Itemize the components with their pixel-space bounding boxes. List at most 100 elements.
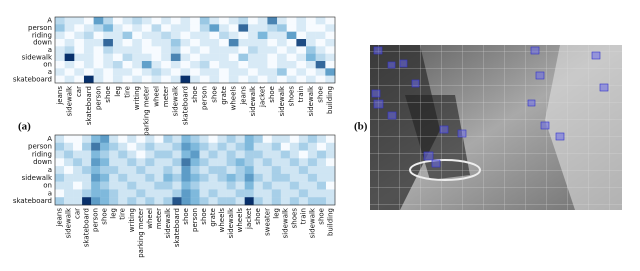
column-label: person xyxy=(94,86,102,110)
heatmap-cell xyxy=(55,150,65,159)
heatmap-cell xyxy=(298,166,309,175)
heatmap-cell xyxy=(306,53,316,62)
heatmap-cell xyxy=(132,75,143,84)
heatmap-cell xyxy=(136,181,146,190)
heatmap-cell xyxy=(289,189,300,198)
heatmap-cell xyxy=(100,158,110,167)
heatmap-cell xyxy=(325,31,336,40)
heatmap-cell xyxy=(235,158,245,167)
heatmap-cell xyxy=(82,197,92,206)
heatmap-cell xyxy=(209,17,220,25)
heatmap-cell xyxy=(271,173,282,182)
heatmap-cell xyxy=(180,68,191,76)
column-label: sidewalk xyxy=(227,207,235,238)
heatmap-cell xyxy=(325,61,336,69)
heatmap-cell xyxy=(315,17,326,25)
heatmap-cell xyxy=(122,75,133,84)
column-label: building xyxy=(326,86,334,114)
heatmap-cell xyxy=(316,135,327,143)
heatmap-cell xyxy=(238,39,249,47)
heatmap-cell xyxy=(109,135,119,143)
heatmap-cell xyxy=(172,197,182,206)
heatmap-cell xyxy=(122,39,133,47)
column-label: jacket xyxy=(245,208,253,230)
heatmap-cell xyxy=(109,181,119,190)
heatmap-cell xyxy=(190,39,201,47)
heatmap-cell xyxy=(244,158,254,167)
heatmap-cell xyxy=(136,189,146,198)
heatmap-cell xyxy=(93,53,104,62)
heatmap-cell xyxy=(257,61,268,69)
column-label: parking meter xyxy=(137,208,145,258)
heatmap-cell xyxy=(209,68,220,76)
heatmap-cell xyxy=(190,189,200,198)
heatmap-cell xyxy=(280,158,291,167)
panel-label: (a) xyxy=(18,121,31,133)
heatmap-cell xyxy=(325,39,336,47)
heatmap-cell xyxy=(286,46,297,54)
column-label: leg xyxy=(272,208,280,219)
heatmap-cell xyxy=(127,197,137,206)
heatmap-cell xyxy=(228,31,239,40)
heatmap-cell xyxy=(271,158,282,167)
heatmap-cell xyxy=(219,68,229,76)
heatmap-cell xyxy=(325,135,336,143)
heatmap-cell xyxy=(180,24,191,32)
heatmap-cell xyxy=(93,75,104,84)
heatmap-cell xyxy=(226,181,236,190)
heatmap-cell xyxy=(208,142,218,151)
row-label: a xyxy=(48,46,52,54)
heatmap-cell xyxy=(253,142,263,151)
heatmap-cell xyxy=(73,189,83,198)
heatmap-cell xyxy=(199,142,209,151)
heatmap-cell xyxy=(208,197,218,206)
heatmap-cell xyxy=(100,197,110,206)
heatmap-cell xyxy=(127,135,137,143)
heatmap-cell xyxy=(238,68,249,76)
column-label: person xyxy=(92,208,100,232)
heatmap-cell xyxy=(286,75,297,84)
column-label: car xyxy=(74,208,82,219)
heatmap-cell xyxy=(83,61,94,69)
heatmap-cell xyxy=(286,61,297,69)
heatmap-cell xyxy=(145,189,155,198)
heatmap-cell xyxy=(136,135,146,143)
heatmap-cell xyxy=(109,197,119,206)
heatmap-cell xyxy=(74,31,85,40)
heatmap-cell xyxy=(136,142,146,151)
column-label: sidewalk xyxy=(65,85,73,116)
column-label: skateboard xyxy=(181,86,189,125)
column-label: writing xyxy=(128,208,136,232)
heatmap-cell xyxy=(82,181,92,190)
heatmap-cell xyxy=(307,197,318,206)
column-label: skateboard xyxy=(85,86,93,125)
heatmap-cell xyxy=(93,24,104,32)
heatmap-cell xyxy=(208,135,218,143)
heatmap-cell xyxy=(316,197,327,206)
heatmap-cell xyxy=(112,75,123,84)
heatmap-cell xyxy=(306,68,316,76)
column-label: person xyxy=(201,86,209,110)
row-label: riding xyxy=(32,150,52,158)
heatmap-cell xyxy=(55,173,65,182)
heatmap-cell xyxy=(253,166,263,175)
heatmap-cell xyxy=(248,61,258,69)
heatmap-cell xyxy=(109,150,119,159)
heatmap-cell xyxy=(280,142,291,151)
heatmap-cell xyxy=(190,197,200,206)
column-label: train xyxy=(297,86,305,102)
heatmap-cell xyxy=(219,24,229,32)
heatmap-cell xyxy=(112,46,123,54)
heatmap-cell xyxy=(316,150,327,159)
row-label: sidewalk xyxy=(22,174,53,182)
heatmap-cell xyxy=(190,61,201,69)
column-label: shoe xyxy=(268,86,276,103)
column-label: tire xyxy=(119,208,127,220)
heatmap-cell xyxy=(296,31,307,40)
heatmap-cell xyxy=(118,181,128,190)
heatmap-cell xyxy=(235,150,245,159)
heatmap-cell xyxy=(286,68,297,76)
heatmap-cell xyxy=(307,181,318,190)
heatmap-cell xyxy=(73,197,83,206)
heatmap-cell xyxy=(325,46,336,54)
